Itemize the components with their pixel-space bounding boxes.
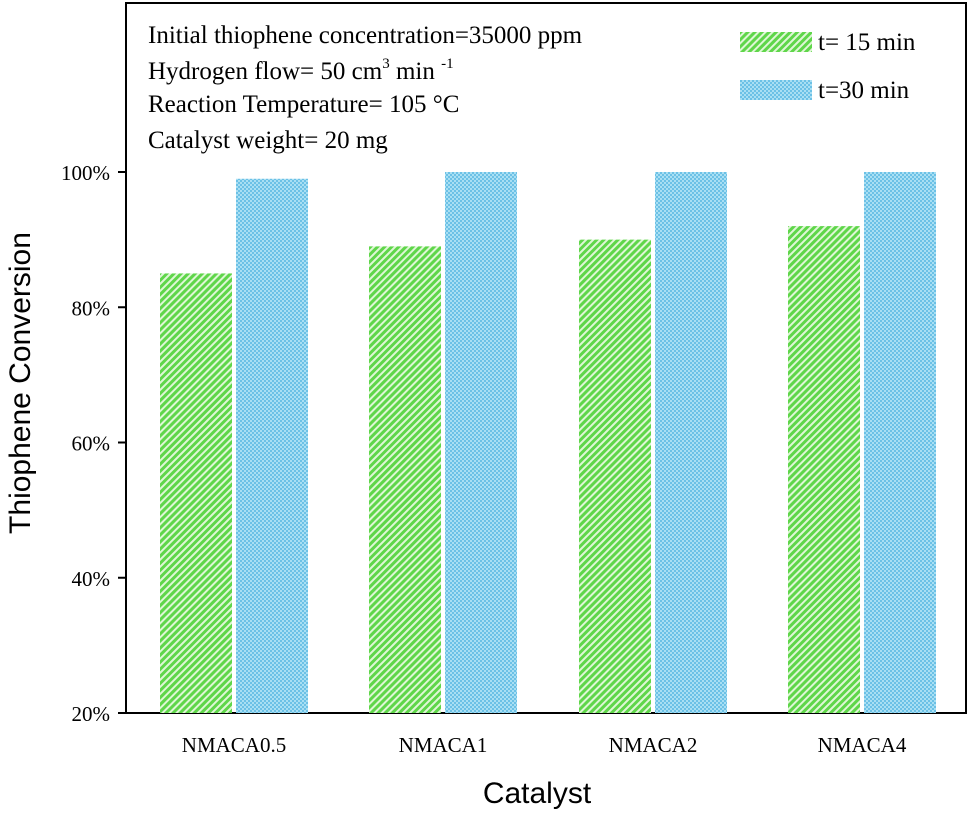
bar-nmaca2-series-1 — [655, 172, 727, 713]
legend-label-t15: t= 15 min — [818, 29, 916, 56]
x-tick-label: NMACA4 — [818, 733, 907, 757]
bar-nmaca2-series-0 — [579, 239, 651, 713]
annotation-temperature: Reaction Temperature= 105 °C — [148, 91, 459, 118]
bar-nmaca1-series-0 — [369, 246, 441, 713]
y-tick-label: 80% — [72, 296, 111, 320]
x-tick-label: NMACA0.5 — [182, 733, 286, 757]
plot-frame — [125, 2, 967, 714]
legend-swatch-t15 — [740, 32, 812, 52]
x-axis: NMACA0.5 NMACA1 NMACA2 NMACA4 — [182, 733, 907, 757]
bar-nmaca05-series-0 — [160, 273, 232, 713]
annotation-concentration: Initial thiophene concentration=35000 pp… — [148, 22, 583, 49]
legend: t= 15 min t=30 min — [740, 29, 916, 104]
bar-nmaca05-series-1 — [236, 178, 308, 713]
y-axis: 20% 40% 60% 80% 100% — [61, 161, 126, 726]
bar-nmaca1-series-1 — [445, 172, 517, 713]
annotation-catalyst-weight: Catalyst weight= 20 mg — [148, 127, 388, 154]
legend-label-t30: t=30 min — [818, 77, 910, 104]
bar-nmaca4-series-0 — [788, 226, 860, 713]
x-axis-label: Catalyst — [483, 777, 592, 810]
y-tick-label: 20% — [72, 702, 111, 726]
annotation-block: Initial thiophene concentration=35000 pp… — [148, 22, 583, 154]
y-tick-label: 60% — [72, 432, 111, 456]
legend-swatch-t30 — [740, 80, 812, 100]
y-axis-label: Thiophene Conversion — [4, 232, 37, 534]
x-tick-label: NMACA1 — [399, 733, 488, 757]
annotation-hydrogen-flow: Hydrogen flow= 50 cm3 min -1 — [148, 56, 454, 85]
x-tick-label: NMACA2 — [609, 733, 698, 757]
bars-group — [160, 172, 936, 713]
y-tick-label: 40% — [72, 567, 111, 591]
bar-nmaca4-series-1 — [864, 172, 936, 713]
y-tick-label: 100% — [61, 161, 110, 185]
